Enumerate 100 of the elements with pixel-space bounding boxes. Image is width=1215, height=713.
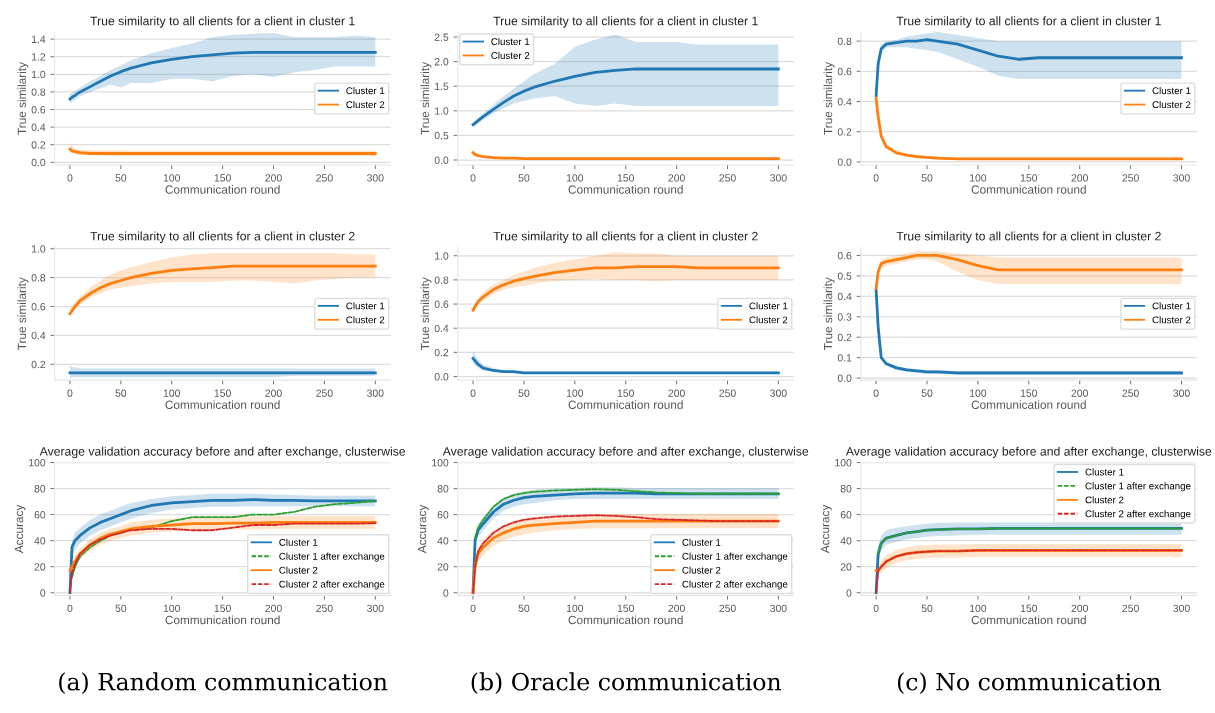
x-tick-label: 0: [470, 174, 476, 182]
y-tick-label: 1.4: [31, 35, 46, 43]
x-tick-label: 300: [367, 604, 384, 613]
text: (b) Oracle communication: [471, 672, 782, 694]
legend-label: Cluster 1: [1085, 468, 1124, 476]
legend-label: Cluster 1 after exchange: [279, 552, 385, 562]
x-tick-label: 0: [67, 389, 73, 397]
x-axis-title: Communication round: [971, 185, 1086, 194]
x-axis-title: Communication round: [568, 400, 683, 409]
y-tick-label: 0: [40, 589, 46, 597]
y-tick-label: 0.2: [31, 360, 46, 369]
y-tick-label: 0.8: [31, 274, 46, 282]
legend-label: Cluster 1: [346, 302, 385, 310]
legend-label: Cluster 2: [682, 566, 721, 574]
y-tick-label: 0: [846, 589, 852, 597]
y-tick-label: 0.6: [434, 300, 449, 308]
x-tick-label: 50: [115, 604, 127, 613]
chart-title: True similarity to all clients for a client in cluster 2: [90, 231, 355, 243]
x-tick-label: 150: [214, 604, 231, 613]
x-tick-label: 300: [770, 389, 787, 397]
x-tick-label: 150: [617, 604, 635, 613]
y-tick-label: 0.4: [837, 292, 852, 301]
x-tick-label: 250: [316, 389, 333, 397]
legend-label: Cluster 2: [749, 316, 788, 324]
x-tick-label: 100: [970, 174, 987, 182]
x-tick-label: 50: [921, 604, 933, 613]
y-axis-title: Accuracy: [14, 504, 26, 554]
y-tick-label: 0: [443, 589, 449, 597]
y-tick-label: 0.0: [31, 158, 46, 167]
x-tick-label: 150: [214, 174, 231, 182]
y-tick-label: 0.6: [31, 303, 46, 311]
y-tick-label: 80: [437, 485, 449, 493]
y-tick-label: 100: [835, 459, 852, 467]
x-tick-label: 50: [921, 389, 933, 397]
x-tick-label: 0: [67, 174, 73, 182]
x-tick-label: 100: [566, 604, 584, 613]
y-tick-label: 60: [437, 511, 449, 519]
y-tick-label: 1.5: [435, 82, 449, 91]
y-tick-label: 1.0: [31, 70, 46, 79]
y-tick-label: 0.4: [31, 331, 46, 340]
legend-label: Cluster 1: [1152, 87, 1191, 95]
y-tick-label: 0.6: [837, 251, 852, 260]
x-tick-label: 100: [970, 604, 987, 613]
x-tick-label: 300: [770, 174, 787, 182]
x-tick-label: 50: [518, 174, 530, 182]
x-tick-label: 0: [470, 389, 476, 397]
x-tick-label: 150: [1020, 174, 1038, 182]
legend-label: Cluster 1: [346, 87, 385, 95]
legend-label: Cluster 2: [279, 566, 318, 574]
chart-title: Average validation accuracy before and after exchange, clusterwise: [845, 446, 1212, 459]
legend-label: Cluster 1: [279, 538, 318, 546]
x-tick-label: 150: [214, 389, 231, 397]
legend-label: Cluster 1 after exchange: [1085, 482, 1191, 492]
y-tick-label: 0.8: [31, 88, 46, 96]
x-tick-label: 300: [1173, 604, 1190, 613]
x-tick-label: 0: [873, 174, 879, 182]
x-tick-label: 150: [617, 389, 635, 397]
y-tick-label: 0.6: [837, 67, 852, 76]
y-tick-label: 80: [840, 485, 852, 493]
legend-label: Cluster 2: [1152, 316, 1191, 324]
x-tick-label: 50: [115, 174, 127, 182]
y-tick-label: 0.6: [31, 106, 46, 114]
y-tick-label: 1.0: [435, 252, 449, 260]
x-tick-label: 200: [265, 174, 282, 182]
y-axis-title: Accuracy: [821, 504, 832, 554]
y-tick-label: 40: [840, 537, 852, 545]
chart-title: True similarity to all clients for a client in cluster 2: [896, 231, 1161, 243]
x-tick-label: 200: [668, 389, 685, 397]
x-tick-label: 250: [1122, 389, 1139, 397]
y-tick-label: 0.4: [31, 123, 46, 131]
y-tick-label: 0.2: [434, 348, 449, 357]
text: (a) Random communication: [59, 672, 388, 694]
y-tick-label: 0.0: [837, 374, 852, 382]
x-tick-label: 250: [316, 174, 333, 182]
x-tick-label: 200: [1071, 174, 1088, 182]
legend-label: Cluster 1: [1152, 302, 1191, 310]
x-tick-label: 100: [566, 389, 584, 397]
text: (c) No communication: [897, 672, 1161, 694]
y-tick-label: 60: [840, 511, 852, 519]
x-tick-label: 50: [518, 604, 530, 613]
x-tick-label: 200: [1071, 389, 1088, 397]
y-tick-label: 20: [34, 563, 46, 571]
x-tick-label: 250: [719, 174, 736, 182]
y-tick-label: 40: [34, 537, 46, 545]
y-tick-label: 80: [34, 485, 46, 493]
x-tick-label: 200: [265, 389, 282, 397]
x-tick-label: 50: [921, 174, 933, 182]
x-tick-label: 300: [1173, 174, 1190, 182]
x-tick-label: 150: [617, 174, 635, 182]
y-tick-label: 100: [432, 459, 449, 467]
x-tick-label: 150: [1020, 389, 1038, 397]
x-tick-label: 250: [1122, 174, 1139, 182]
legend-label: Cluster 1 after exchange: [682, 552, 788, 562]
x-axis-title: Communication round: [568, 615, 683, 625]
x-axis-title: Communication round: [568, 185, 683, 194]
x-axis-title: Communication round: [165, 400, 280, 409]
y-tick-label: 60: [34, 511, 46, 519]
x-tick-label: 200: [668, 174, 685, 182]
x-tick-label: 0: [873, 389, 879, 397]
y-tick-label: 2.0: [434, 58, 449, 66]
